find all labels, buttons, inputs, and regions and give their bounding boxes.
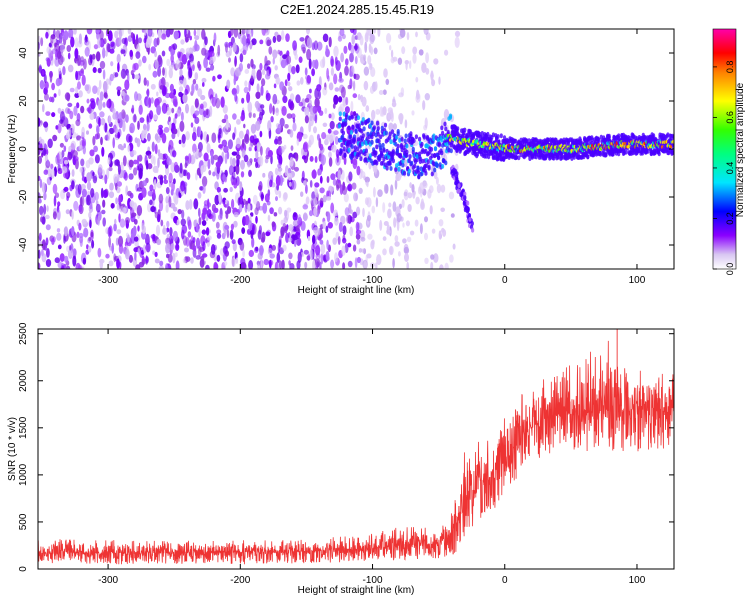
- snr-y-axis-label: SNR (10 * v/v): [7, 417, 18, 481]
- y-tick-label: 20: [18, 95, 29, 107]
- colorbar-gradient: [712, 28, 737, 270]
- colorbar: 0.0 0.2 0.4 0.6 0.8 Normalized spectral ampl…: [712, 28, 746, 276]
- x-tick-label: -200: [230, 275, 250, 286]
- spectrogram-x-axis-label: Height of straight line (km): [298, 285, 415, 296]
- x-tick-label: 0: [502, 275, 508, 286]
- x-tick-label: -100: [363, 275, 383, 286]
- spectrogram-y-axis-label: Frequency (Hz): [7, 115, 18, 184]
- y-tick-label: 500: [18, 513, 29, 530]
- snr-plot-area: [38, 329, 674, 569]
- colorbar-label: Normalized spectral amplitude: [735, 82, 746, 217]
- y-tick-label: 1000: [18, 463, 29, 486]
- y-tick-label: 2500: [18, 322, 29, 345]
- snr-line: [38, 340, 674, 565]
- x-tick-label: -200: [230, 575, 250, 586]
- y-tick-label: 40: [18, 47, 29, 59]
- y-tick-label: -20: [18, 189, 29, 204]
- snr-series: [38, 329, 674, 565]
- colorbar-tick-label: 0.2: [725, 212, 735, 225]
- y-tick-label: 2000: [18, 369, 29, 392]
- y-tick-label: 0: [18, 566, 29, 572]
- x-tick-label: 100: [629, 575, 646, 586]
- x-tick-label: 100: [629, 275, 646, 286]
- y-tick-label: -40: [18, 237, 29, 252]
- colorbar-ticks: 0.0 0.2 0.4 0.6 0.8: [713, 61, 735, 276]
- y-tick-label: 0: [18, 146, 29, 152]
- figure-title: C2E1.2024.285.15.45.R19: [280, 2, 434, 17]
- x-tick-label: -300: [98, 275, 118, 286]
- y-tick-label: 1500: [18, 416, 29, 439]
- colorbar-tick-label: 0.0: [725, 263, 735, 276]
- colorbar-tick-label: 0.8: [725, 61, 735, 74]
- x-tick-label: -100: [363, 575, 383, 586]
- colorbar-tick-label: 0.6: [725, 111, 735, 124]
- colorbar-tick-label: 0.4: [725, 162, 735, 175]
- snr-x-axis-label: Height of straight line (km): [298, 585, 415, 596]
- spectrogram-heatmap: [38, 29, 674, 269]
- x-tick-label: 0: [502, 575, 508, 586]
- x-tick-label: -300: [98, 575, 118, 586]
